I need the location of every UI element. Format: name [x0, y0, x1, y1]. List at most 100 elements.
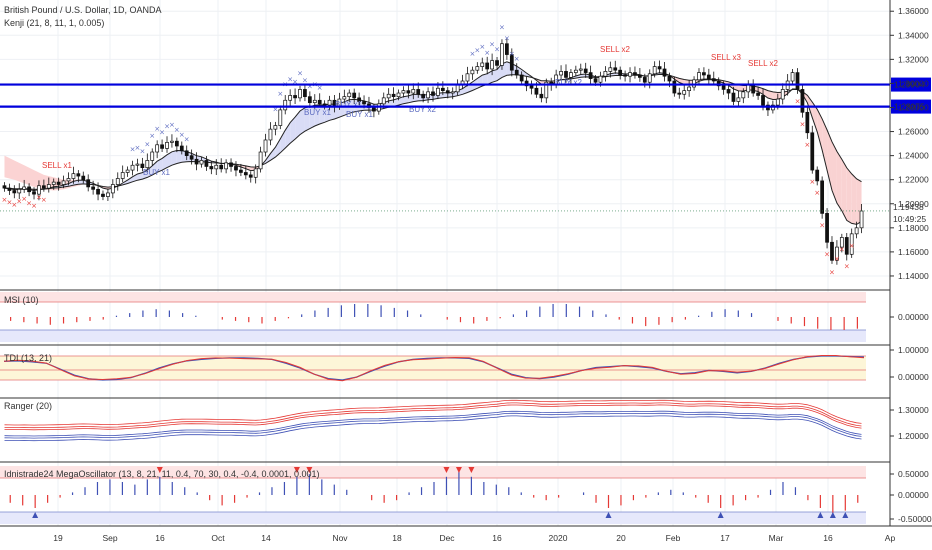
- signal-star: ×: [2, 196, 8, 204]
- signal-star: ×: [11, 201, 17, 209]
- tdi-pane[interactable]: TDI (13, 21): [0, 353, 866, 382]
- bull-candle: [125, 169, 130, 173]
- signal-star: ×: [509, 50, 515, 58]
- bull-candle: [859, 210, 864, 229]
- ranger-band-line: [4, 410, 862, 437]
- bull-candle: [603, 71, 608, 77]
- bear-candle: [588, 72, 593, 79]
- time-tick-label: Oct: [211, 533, 225, 543]
- cloud-segment: [314, 104, 320, 127]
- price-pane[interactable]: × × × × ×× ×× ×× × ×××× ×× ××××××× ×××× ×× × ×××××××××…: [0, 10, 931, 277]
- bull-candle: [790, 72, 795, 82]
- bear-candle: [751, 84, 756, 94]
- bull-candle: [278, 109, 283, 126]
- bear-candle: [41, 185, 46, 189]
- cloud-segment: [817, 109, 823, 150]
- mega-down-triangle: [156, 467, 163, 473]
- vertical-grid: [57, 0, 829, 526]
- bull-candle: [746, 84, 751, 93]
- price-tick-label: 1.32000: [898, 54, 929, 64]
- signal-star: ×: [149, 132, 155, 140]
- signal-star: ×: [174, 126, 180, 134]
- bull-candle: [598, 75, 603, 83]
- symbol-title: British Pound / U.S. Dollar, 1D, OANDA: [4, 5, 162, 15]
- indicator-tick-label: 0.00000: [898, 490, 929, 500]
- bear-candle: [623, 74, 627, 77]
- time-tick-label: 16: [823, 533, 833, 543]
- cloud-segment: [309, 105, 315, 129]
- cloud-segment: [447, 92, 453, 98]
- bear-candle: [657, 66, 662, 70]
- bear-candle: [76, 173, 81, 177]
- signal-star: ×: [36, 194, 42, 202]
- signal-star: ×: [814, 189, 820, 197]
- bull-candle: [66, 178, 71, 182]
- ranger-pane[interactable]: Ranger (20): [4, 399, 862, 442]
- indicator-tick-label: 1.00000: [898, 345, 929, 355]
- signal-star: ×: [31, 202, 37, 210]
- candlesticks: [2, 38, 864, 265]
- bull-candle: [647, 73, 652, 83]
- bull-candle: [135, 163, 140, 166]
- msi-pane[interactable]: MSI (10): [0, 292, 866, 342]
- mega-down-triangle: [443, 467, 450, 473]
- bull-candle: [652, 66, 657, 75]
- bull-candle: [17, 188, 22, 194]
- price-tick-label: 1.20000: [898, 199, 929, 209]
- ranger-title: Ranger (20): [4, 401, 52, 411]
- cloud-segment: [492, 69, 498, 83]
- bear-candle: [642, 77, 647, 83]
- signal-label: BUY x1: [335, 100, 363, 109]
- bull-candle: [849, 233, 854, 255]
- bear-candle: [431, 91, 435, 96]
- bull-candle: [288, 95, 293, 101]
- cloud-segment: [176, 150, 182, 164]
- bull-candle: [145, 160, 150, 169]
- signal-label: SELL x3: [711, 53, 741, 62]
- time-axis[interactable]: 19 Sep 16 Oct 14 Nov 18 Dec 16 2020 20 Feb 17 Mar 16 Ap: [53, 533, 895, 543]
- cloud-segment: [290, 117, 296, 144]
- time-tick-label: 19: [53, 533, 63, 543]
- bull-candle: [22, 186, 27, 190]
- bull-candle: [608, 67, 613, 72]
- bear-candle: [32, 191, 36, 195]
- bear-candle: [440, 87, 445, 91]
- cloud-segment: [324, 103, 330, 123]
- bear-candle: [613, 67, 618, 71]
- bull-candle: [268, 128, 273, 141]
- signal-star: ×: [844, 262, 850, 270]
- bear-candle: [204, 160, 209, 167]
- pane-separators[interactable]: [0, 289, 932, 527]
- cloud-segment: [812, 102, 818, 132]
- bear-candle: [795, 72, 800, 90]
- mega-up-triangle: [717, 512, 724, 518]
- cloud-segment: [78, 180, 84, 185]
- bear-candle: [633, 72, 637, 76]
- bear-candle: [810, 132, 815, 171]
- bear-candle: [800, 89, 805, 113]
- bear-candle: [726, 89, 731, 94]
- bull-candle: [61, 180, 66, 185]
- horizontal-levels[interactable]: 1.29904 1.28075: [0, 77, 931, 212]
- signal-star: ×: [849, 242, 855, 250]
- bull-candle: [450, 91, 455, 94]
- signal-star: ×: [469, 50, 475, 58]
- megaoscillator-pane[interactable]: Idnistrade24 MegaOscillator (13, 8, 21, …: [0, 466, 866, 524]
- price-axis[interactable]: 1.36000 1.34000 1.32000 1.30000 1.28000 1.260…: [889, 0, 932, 526]
- mega-up-triangle: [605, 512, 612, 518]
- signal-star: ×: [494, 45, 500, 53]
- signal-star: ×: [272, 106, 278, 114]
- bull-candle: [573, 69, 578, 73]
- bear-candle: [672, 80, 677, 94]
- bear-candle: [731, 92, 736, 102]
- signal-star: ×: [474, 47, 480, 55]
- time-tick-label: 16: [492, 533, 502, 543]
- bull-candle: [480, 62, 485, 67]
- time-tick-label: Nov: [332, 533, 348, 543]
- signal-star: ×: [829, 268, 835, 276]
- bull-candle: [115, 178, 120, 185]
- bull-candle: [120, 172, 125, 179]
- bull-candle: [386, 93, 391, 99]
- cloud-segment: [758, 86, 764, 95]
